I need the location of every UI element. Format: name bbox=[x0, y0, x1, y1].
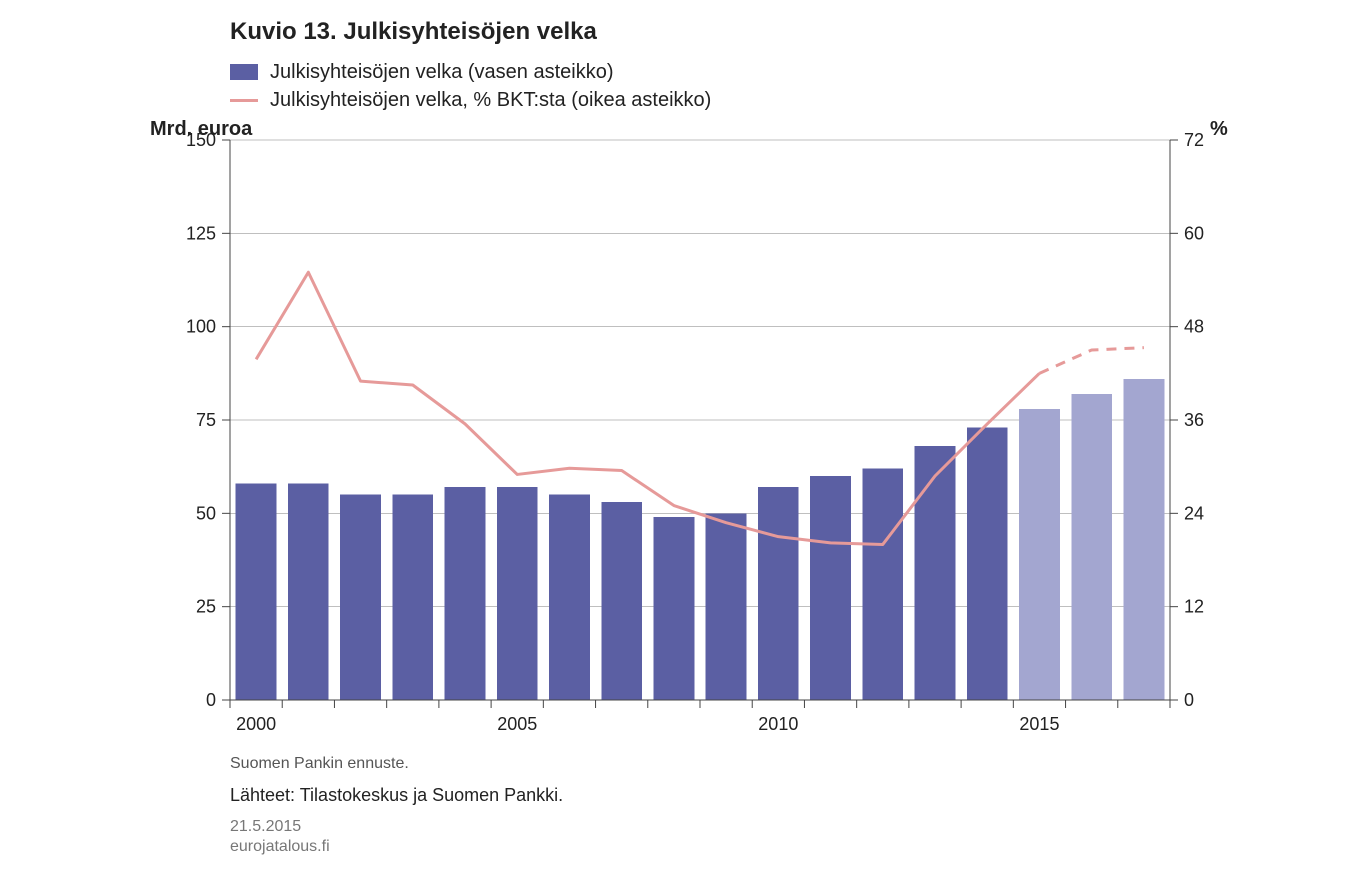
svg-text:48: 48 bbox=[1184, 317, 1204, 337]
svg-text:36: 36 bbox=[1184, 410, 1204, 430]
chart-svg: 0 25 50 75 100 125 150 0 12 24 36 48 60 72 2000 2005 201… bbox=[0, 0, 1346, 880]
svg-text:100: 100 bbox=[186, 317, 216, 337]
svg-text:50: 50 bbox=[196, 503, 216, 523]
svg-text:12: 12 bbox=[1184, 597, 1204, 617]
svg-text:72: 72 bbox=[1184, 130, 1204, 150]
chart-container: Kuvio 13. Julkisyhteisöjen velka Julkisy… bbox=[0, 0, 1346, 880]
svg-text:0: 0 bbox=[1184, 690, 1194, 710]
svg-text:60: 60 bbox=[1184, 223, 1204, 243]
svg-text:25: 25 bbox=[196, 597, 216, 617]
footnote-date: 21.5.2015 bbox=[230, 818, 301, 836]
svg-text:125: 125 bbox=[186, 223, 216, 243]
footnote-site: eurojatalous.fi bbox=[230, 838, 330, 856]
svg-text:0: 0 bbox=[206, 690, 216, 710]
source-text: Lähteet: Tilastokeskus ja Suomen Pankki. bbox=[230, 785, 563, 806]
footnote-forecast: Suomen Pankin ennuste. bbox=[230, 755, 409, 773]
svg-text:24: 24 bbox=[1184, 503, 1204, 523]
svg-text:150: 150 bbox=[186, 130, 216, 150]
svg-text:2010: 2010 bbox=[758, 714, 798, 734]
svg-text:75: 75 bbox=[196, 410, 216, 430]
svg-text:2005: 2005 bbox=[497, 714, 537, 734]
svg-text:2015: 2015 bbox=[1019, 714, 1059, 734]
svg-text:2000: 2000 bbox=[236, 714, 276, 734]
